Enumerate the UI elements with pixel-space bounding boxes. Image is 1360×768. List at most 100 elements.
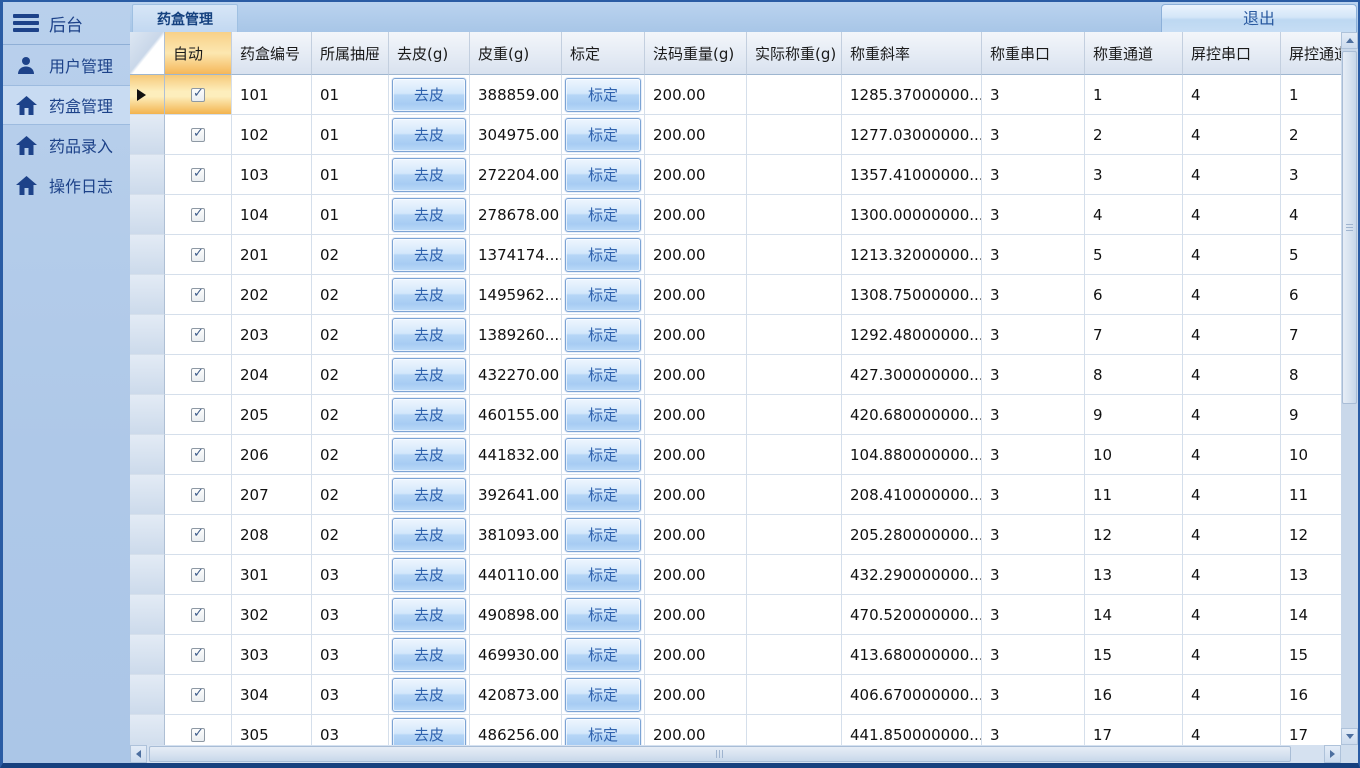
tare-button[interactable]: 去皮 [392,677,466,712]
calibrate-button[interactable]: 标定 [565,317,641,352]
box-id-cell[interactable]: 201 [232,235,312,275]
weigh-port-cell[interactable]: 3 [982,115,1085,155]
weight-standard-cell[interactable]: 200.00 [645,555,747,595]
calibrate-button[interactable]: 标定 [565,277,641,312]
vertical-scrollbar[interactable] [1341,32,1358,745]
weigh-slope-cell[interactable]: 441.850000000... [842,715,982,745]
weigh-port-cell[interactable]: 3 [982,235,1085,275]
vertical-scroll-thumb[interactable] [1342,51,1357,405]
screen-port-cell[interactable]: 4 [1183,555,1281,595]
weigh-channel-cell[interactable]: 14 [1085,595,1183,635]
weight-standard-cell[interactable]: 200.00 [645,275,747,315]
weight-standard-cell[interactable]: 200.00 [645,635,747,675]
tare-button[interactable]: 去皮 [392,77,466,112]
tab-medicine-box-management[interactable]: 药盒管理 [132,4,238,32]
auto-cell[interactable]: ✓ [165,235,232,275]
box-id-cell[interactable]: 104 [232,195,312,235]
tare-button[interactable]: 去皮 [392,437,466,472]
screen-port-cell[interactable]: 4 [1183,315,1281,355]
drawer-cell[interactable]: 03 [312,675,389,715]
tare-weight-cell[interactable]: 392641.00 [470,475,562,515]
actual-weight-cell[interactable] [747,195,842,235]
screen-channel-cell[interactable]: 8 [1281,355,1341,395]
col-drawer[interactable]: 所属抽屉 [312,32,389,75]
box-id-cell[interactable]: 205 [232,395,312,435]
horizontal-scrollbar[interactable] [130,745,1341,763]
weight-standard-cell[interactable]: 200.00 [645,115,747,155]
calibrate-button[interactable]: 标定 [565,477,641,512]
auto-cell[interactable]: ✓ [165,475,232,515]
tare-button[interactable]: 去皮 [392,597,466,632]
sidebar-item-medicine-box-management[interactable]: 药盒管理 [3,85,130,125]
row-selector[interactable] [130,595,165,635]
screen-port-cell[interactable]: 4 [1183,155,1281,195]
calibrate-button[interactable]: 标定 [565,557,641,592]
box-id-cell[interactable]: 302 [232,595,312,635]
row-selector[interactable] [130,355,165,395]
screen-channel-cell[interactable]: 7 [1281,315,1341,355]
col-weigh-channel[interactable]: 称重通道 [1085,32,1183,75]
drawer-cell[interactable]: 02 [312,435,389,475]
auto-cell[interactable]: ✓ [165,395,232,435]
weigh-channel-cell[interactable]: 12 [1085,515,1183,555]
weight-standard-cell[interactable]: 200.00 [645,515,747,555]
weigh-channel-cell[interactable]: 7 [1085,315,1183,355]
auto-cell[interactable]: ✓ [165,435,232,475]
screen-port-cell[interactable]: 4 [1183,635,1281,675]
table-row[interactable]: ✓ 104 01 去皮 278678.00 标定 200.00 1300.000… [130,195,1341,235]
auto-checkbox[interactable]: ✓ [191,286,205,302]
calibrate-button[interactable]: 标定 [565,517,641,552]
tare-button[interactable]: 去皮 [392,557,466,592]
tare-weight-cell[interactable]: 441832.00 [470,435,562,475]
col-screen-channel[interactable]: 屏控通道 [1281,32,1341,75]
tare-weight-cell[interactable]: 1495962.... [470,275,562,315]
tare-weight-cell[interactable]: 388859.00 [470,75,562,115]
weigh-slope-cell[interactable]: 1285.37000000... [842,75,982,115]
weigh-channel-cell[interactable]: 17 [1085,715,1183,745]
auto-checkbox[interactable]: ✓ [191,86,205,102]
screen-channel-cell[interactable]: 13 [1281,555,1341,595]
screen-channel-cell[interactable]: 12 [1281,515,1341,555]
screen-port-cell[interactable]: 4 [1183,435,1281,475]
weigh-slope-cell[interactable]: 104.880000000... [842,435,982,475]
row-selector[interactable] [130,395,165,435]
horizontal-scroll-thumb[interactable] [149,746,1291,762]
auto-checkbox[interactable]: ✓ [191,126,205,142]
auto-checkbox[interactable]: ✓ [191,646,205,662]
weigh-port-cell[interactable]: 3 [982,195,1085,235]
auto-cell[interactable]: ✓ [165,195,232,235]
weigh-channel-cell[interactable]: 11 [1085,475,1183,515]
col-calibrate[interactable]: 标定 [562,32,645,75]
box-id-cell[interactable]: 303 [232,635,312,675]
weigh-channel-cell[interactable]: 4 [1085,195,1183,235]
col-auto[interactable]: 自动 [165,32,232,75]
weigh-port-cell[interactable]: 3 [982,595,1085,635]
col-actual-weight[interactable]: 实际称重(g) [747,32,842,75]
col-weigh-port[interactable]: 称重串口 [982,32,1085,75]
screen-channel-cell[interactable]: 17 [1281,715,1341,745]
weigh-slope-cell[interactable]: 1277.03000000... [842,115,982,155]
row-selector[interactable] [130,475,165,515]
exit-button[interactable]: 退出 [1161,4,1357,32]
table-row[interactable]: ✓ 101 01 去皮 388859.00 标定 200.00 1285.370… [130,75,1341,115]
sidebar-item-medicine-entry[interactable]: 药品录入 [3,125,130,165]
weigh-slope-cell[interactable]: 413.680000000... [842,635,982,675]
screen-port-cell[interactable]: 4 [1183,475,1281,515]
screen-port-cell[interactable]: 4 [1183,275,1281,315]
auto-checkbox[interactable]: ✓ [191,366,205,382]
actual-weight-cell[interactable] [747,715,842,745]
auto-checkbox[interactable]: ✓ [191,686,205,702]
weigh-channel-cell[interactable]: 2 [1085,115,1183,155]
weigh-channel-cell[interactable]: 8 [1085,355,1183,395]
row-selector[interactable] [130,555,165,595]
auto-checkbox[interactable]: ✓ [191,326,205,342]
auto-checkbox[interactable]: ✓ [191,526,205,542]
weight-standard-cell[interactable]: 200.00 [645,475,747,515]
weight-standard-cell[interactable]: 200.00 [645,75,747,115]
weigh-slope-cell[interactable]: 1308.75000000... [842,275,982,315]
auto-cell[interactable]: ✓ [165,555,232,595]
row-selector[interactable] [130,715,165,745]
actual-weight-cell[interactable] [747,395,842,435]
weight-standard-cell[interactable]: 200.00 [645,155,747,195]
box-id-cell[interactable]: 102 [232,115,312,155]
